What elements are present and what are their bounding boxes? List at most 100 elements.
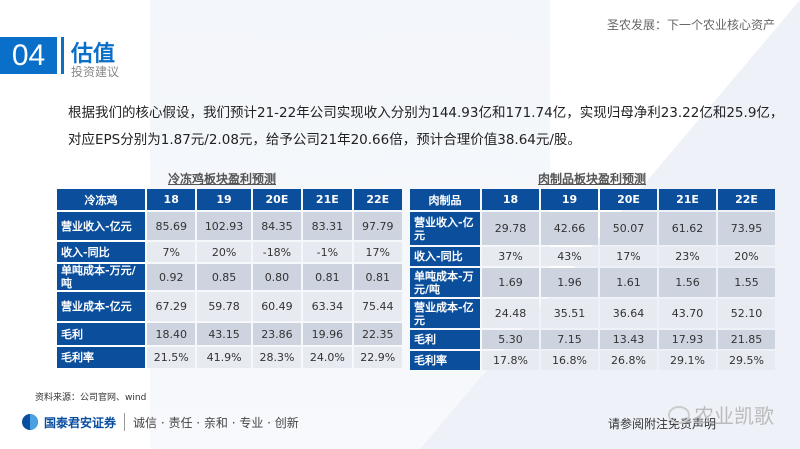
table-row: 营业收入-亿元 29.78 42.66 50.07 61.62 73.95 (410, 212, 775, 245)
table-cell: 0.92 (147, 264, 196, 290)
column-header: 21E (659, 189, 716, 210)
table-row: 毛利 5.30 7.15 13.43 17.93 21.85 (410, 330, 775, 349)
table-cell: 97.79 (353, 212, 402, 240)
table-row: 收入-同比 7% 20% -18% -1% 17% (57, 242, 402, 262)
table-cell: 43.15 (197, 323, 251, 345)
report-title: 圣农发展：下一个农业核心资产 (606, 18, 775, 32)
table-row: 营业成本-亿元 24.48 35.51 36.64 43.70 52.10 (410, 299, 775, 328)
table-cell: 23.86 (252, 323, 302, 345)
table-row: 单吨成本-万元/吨 1.69 1.96 1.61 1.56 1.55 (410, 268, 775, 297)
table-cell: -18% (252, 242, 302, 262)
table-cell: 0.81 (303, 264, 352, 290)
table-cell: 0.80 (252, 264, 302, 290)
table-cell: 59.78 (197, 292, 251, 321)
table-cell: 20% (197, 242, 251, 262)
summary-paragraph: 根据我们的核心假设，我们预计21-22年公司实现收入分别为144.93亿和171… (68, 105, 784, 148)
table-cell: 16.8% (541, 351, 598, 370)
table-cell: 13.43 (600, 330, 657, 349)
company-name: 国泰君安证券 (44, 415, 117, 430)
column-header: 18 (147, 189, 196, 210)
table-row: 毛利率 21.5% 41.9% 28.3% 24.0% 22.9% (57, 347, 402, 368)
table-cell: 43% (541, 247, 598, 266)
table-cell: 24.48 (482, 299, 539, 328)
row-label: 毛利率 (57, 347, 145, 368)
table-cell: 22.9% (353, 347, 402, 368)
table-cell: -1% (303, 242, 352, 262)
table-cell: 28.3% (252, 347, 302, 368)
table-cell: 102.93 (197, 212, 251, 240)
column-header: 22E (718, 189, 775, 210)
watermark-text: 农业凯歌 (694, 404, 774, 428)
table-cell: 43.70 (659, 299, 716, 328)
row-label: 收入-同比 (410, 247, 480, 266)
table-cell: 1.69 (482, 268, 539, 297)
row-label: 营业成本-亿元 (57, 292, 145, 321)
table-cell: 24.0% (303, 347, 352, 368)
table-cell: 75.44 (353, 292, 402, 321)
slogan: 诚信 · 责任 · 亲和 · 专业 · 创新 (133, 415, 299, 430)
section-number: 04 (0, 37, 57, 74)
table-cell: 7.15 (541, 330, 598, 349)
table-cell: 36.64 (600, 299, 657, 328)
table-cell: 29.1% (659, 351, 716, 370)
table-row: 营业收入-亿元 85.69 102.93 84.35 83.31 97.79 (57, 212, 402, 240)
table-row: 毛利 18.40 43.15 23.86 19.96 22.35 (57, 323, 402, 345)
table-cell: 17.8% (482, 351, 539, 370)
table-cell: 17% (353, 242, 402, 262)
table-cell: 18.40 (147, 323, 196, 345)
table-cell: 21.5% (147, 347, 196, 368)
column-header: 21E (303, 189, 352, 210)
table-cell: 7% (147, 242, 196, 262)
logo-icon (22, 414, 38, 430)
table-cell: 23% (659, 247, 716, 266)
row-label: 毛利率 (410, 351, 480, 370)
table-cell: 37% (482, 247, 539, 266)
table-cell: 17% (600, 247, 657, 266)
table-cell: 61.62 (659, 212, 716, 245)
table-cell: 67.29 (147, 292, 196, 321)
column-header: 19 (197, 189, 251, 210)
table-cell: 29.5% (718, 351, 775, 370)
table-cell: 5.30 (482, 330, 539, 349)
row-label: 毛利 (57, 323, 145, 345)
table-row: 单吨成本-万元/吨 0.92 0.85 0.80 0.81 0.81 (57, 264, 402, 290)
table-cell: 0.81 (353, 264, 402, 290)
company-logo: 国泰君安证券 诚信 · 责任 · 亲和 · 专业 · 创新 (22, 413, 299, 431)
section-subtitle: 投资建议 (71, 65, 120, 79)
table-cell: 0.85 (197, 264, 251, 290)
row-label: 毛利 (410, 330, 480, 349)
table-title: 肉制品板块盈利预测 (538, 172, 647, 186)
frozen-chicken-table: 冷冻鸡 18 19 20E 21E 22E 营业收入-亿元 85.69 102.93 84.35 8… (55, 187, 404, 370)
table-cell: 83.31 (303, 212, 352, 240)
header-row: 肉制品 18 19 20E 21E 22E (410, 189, 775, 210)
table-cell: 42.66 (541, 212, 598, 245)
column-header: 18 (482, 189, 539, 210)
row-label: 营业成本-亿元 (410, 299, 480, 328)
table-row: 毛利率 17.8% 16.8% 26.8% 29.1% 29.5% (410, 351, 775, 370)
disclaimer: 请参阅附注免责声明 (608, 417, 717, 431)
row-label: 单吨成本-万元/吨 (410, 268, 480, 297)
wechat-icon (668, 405, 690, 424)
table-cell: 1.56 (659, 268, 716, 297)
column-header: 肉制品 (410, 189, 480, 210)
source-note: 资料来源：公司官网、wind (35, 393, 147, 403)
table-cell: 29.78 (482, 212, 539, 245)
watermark: 农业凯歌 (668, 400, 774, 429)
table-cell: 21.85 (718, 330, 775, 349)
column-header: 20E (252, 189, 302, 210)
table-cell: 84.35 (252, 212, 302, 240)
table-cell: 63.34 (303, 292, 352, 321)
section-title: 估值 (71, 42, 116, 67)
table-cell: 85.69 (147, 212, 196, 240)
table-cell: 60.49 (252, 292, 302, 321)
table-row: 收入-同比 37% 43% 17% 23% 20% (410, 247, 775, 266)
row-label: 单吨成本-万元/吨 (57, 264, 145, 290)
row-label: 营业收入-亿元 (410, 212, 480, 245)
column-header: 19 (541, 189, 598, 210)
meat-products-table: 肉制品 18 19 20E 21E 22E 营业收入-亿元 29.78 42.66 50.07 61… (408, 187, 777, 372)
table-cell: 73.95 (718, 212, 775, 245)
table-cell: 20% (718, 247, 775, 266)
table-cell: 26.8% (600, 351, 657, 370)
table-cell: 1.96 (541, 268, 598, 297)
table-cell: 17.93 (659, 330, 716, 349)
